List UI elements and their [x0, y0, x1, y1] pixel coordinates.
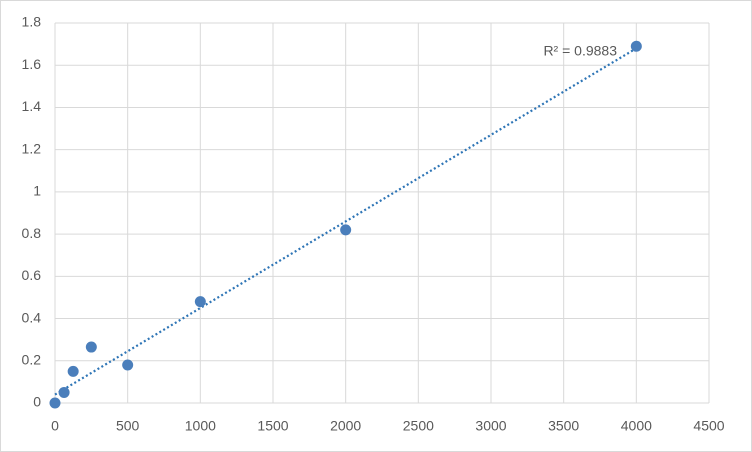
- x-tick-label: 1000: [185, 418, 216, 434]
- point: [49, 397, 61, 409]
- y-tick-label: 0: [33, 394, 41, 410]
- point: [194, 296, 206, 308]
- point: [67, 365, 79, 377]
- y-tick-label: 1.6: [22, 56, 42, 72]
- x-tick-label: 3500: [548, 418, 579, 434]
- point: [340, 224, 352, 236]
- y-tick-label: 0.2: [22, 351, 42, 367]
- point: [122, 359, 134, 371]
- grid: [54, 22, 710, 404]
- point: [630, 40, 642, 52]
- x-tick-label: 4500: [693, 418, 724, 434]
- y-tick-label: 1.2: [22, 140, 42, 156]
- y-tick-label: 1.8: [22, 14, 42, 30]
- point: [58, 386, 70, 398]
- marks: [49, 40, 642, 409]
- x-tick-label: 3000: [475, 418, 506, 434]
- y-tick-label: 0.8: [22, 225, 42, 241]
- x-tick-label: 0: [51, 418, 59, 434]
- y-tick-label: 1: [33, 183, 41, 199]
- y-tick-label: 0.4: [22, 309, 42, 325]
- y-tick-label: 1.4: [22, 98, 42, 114]
- x-tick-label: 2000: [330, 418, 361, 434]
- trendline: [54, 47, 637, 396]
- y-tick-label: 0.6: [22, 267, 42, 283]
- x-tick-label: 4000: [621, 418, 652, 434]
- point: [85, 341, 97, 353]
- x-tick-label: 2500: [403, 418, 434, 434]
- x-tick-label: 1500: [257, 418, 288, 434]
- x-tick-label: 500: [116, 418, 140, 434]
- annotation: R² = 0.9883: [543, 43, 617, 59]
